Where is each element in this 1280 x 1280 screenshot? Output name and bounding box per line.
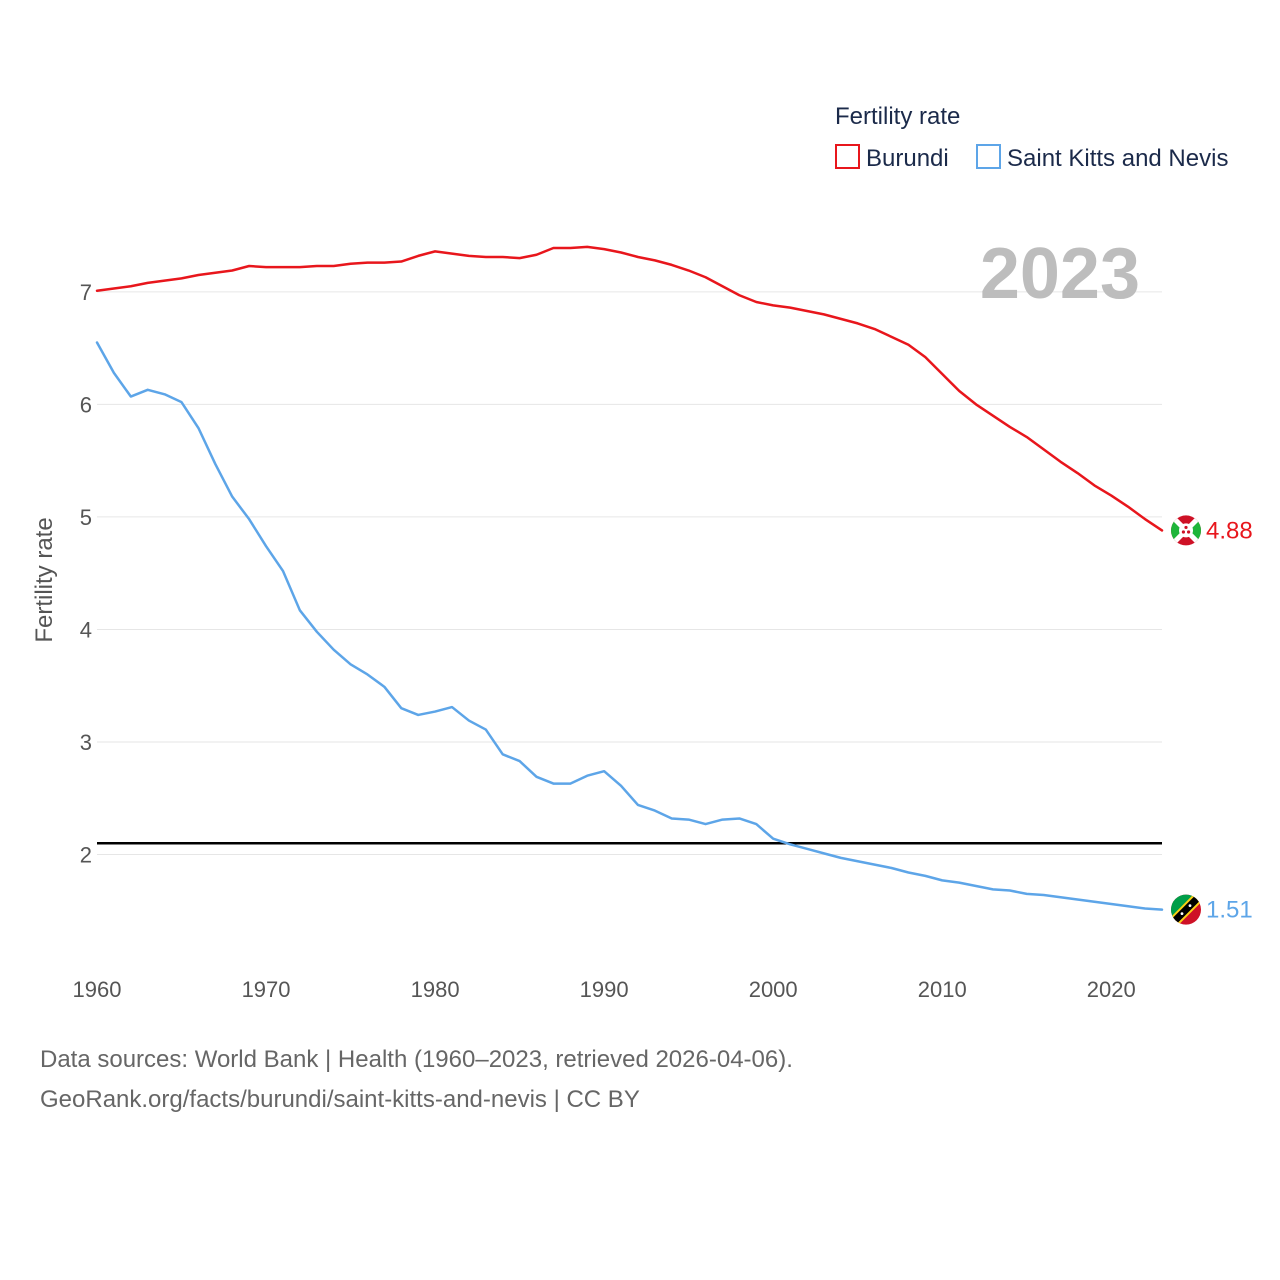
legend: Fertility rate Burundi Saint Kitts and N… bbox=[835, 103, 1228, 172]
y-tick-labels: 2 3 4 5 6 7 bbox=[80, 280, 92, 868]
y-tick-label-3: 3 bbox=[80, 730, 92, 755]
y-axis-title: Fertility rate bbox=[31, 517, 58, 642]
legend-swatch-burundi bbox=[835, 144, 860, 169]
series-lines bbox=[95, 245, 1164, 911]
legend-item-saint-kitts-and-nevis[interactable]: Saint Kitts and Nevis bbox=[976, 144, 1228, 172]
x-tick-labels: 1960 1970 1980 1990 2000 2010 2020 bbox=[73, 977, 1136, 1002]
legend-swatch-saint-kitts-and-nevis bbox=[976, 144, 1001, 169]
x-tick-label-1960: 1960 bbox=[73, 977, 122, 1002]
legend-title: Fertility rate bbox=[835, 103, 960, 130]
y-tick-label-7: 7 bbox=[80, 280, 92, 305]
burundi-end-marker: 4.88 bbox=[1171, 515, 1253, 546]
year-watermark: 2023 bbox=[980, 234, 1140, 314]
y-tick-label-4: 4 bbox=[80, 617, 92, 642]
legend-item-burundi[interactable]: Burundi bbox=[835, 144, 949, 172]
x-tick-label-1970: 1970 bbox=[242, 977, 291, 1002]
legend-label-saint-kitts-and-nevis: Saint Kitts and Nevis bbox=[1007, 145, 1228, 172]
saint-kitts-and-nevis-flag-icon bbox=[1171, 894, 1201, 925]
x-tick-label-1990: 1990 bbox=[580, 977, 629, 1002]
saint-kitts-and-nevis-end-value: 1.51 bbox=[1206, 897, 1253, 924]
series-line-saint-kitts-and-nevis[interactable] bbox=[95, 341, 1164, 911]
x-tick-label-2000: 2000 bbox=[749, 977, 798, 1002]
grid-lines bbox=[97, 291, 1162, 855]
burundi-end-value: 4.88 bbox=[1206, 517, 1253, 544]
x-tick-label-2020: 2020 bbox=[1087, 977, 1136, 1002]
saint-kitts-and-nevis-end-marker: 1.51 bbox=[1171, 894, 1253, 925]
footer-attribution[interactable]: GeoRank.org/facts/burundi/saint-kitts-an… bbox=[40, 1086, 640, 1113]
x-tick-label-2010: 2010 bbox=[918, 977, 967, 1002]
y-tick-label-2: 2 bbox=[80, 842, 92, 867]
series-line-burundi[interactable] bbox=[95, 245, 1164, 532]
burundi-flag-icon bbox=[1171, 515, 1201, 546]
y-tick-label-5: 5 bbox=[80, 505, 92, 530]
legend-label-burundi: Burundi bbox=[866, 145, 949, 172]
x-tick-label-1980: 1980 bbox=[411, 977, 460, 1002]
y-tick-label-6: 6 bbox=[80, 392, 92, 417]
footer-source: Data sources: World Bank | Health (1960–… bbox=[40, 1046, 793, 1073]
